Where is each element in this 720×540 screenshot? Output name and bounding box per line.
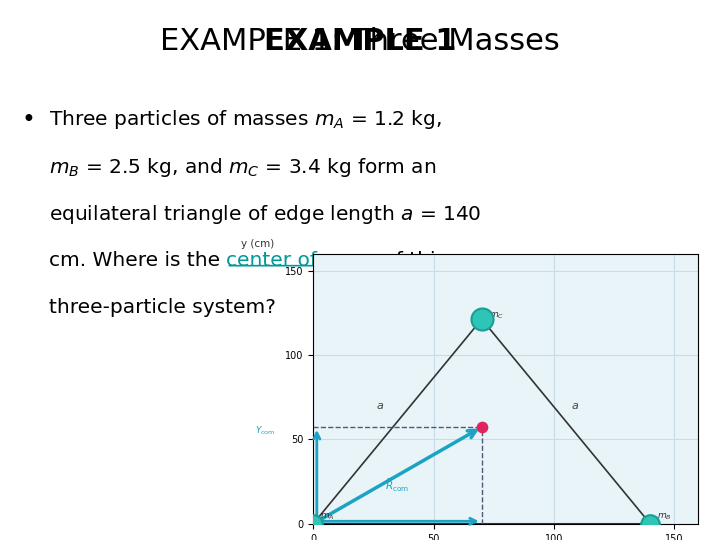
Text: of this: of this	[377, 251, 446, 269]
Text: center of mass: center of mass	[227, 251, 377, 269]
Text: $m_A$: $m_A$	[320, 512, 335, 522]
Text: cm. Where is the: cm. Where is the	[49, 251, 227, 269]
Text: $Y_{\rm com}$: $Y_{\rm com}$	[256, 425, 276, 437]
Text: $\vec{R}_{\rm com}$: $\vec{R}_{\rm com}$	[385, 477, 410, 494]
Text: $m_B$ = 2.5 kg, and $m_C$ = 3.4 kg form an: $m_B$ = 2.5 kg, and $m_C$ = 3.4 kg form …	[49, 156, 436, 179]
Text: Three particles of masses $m_A$ = 1.2 kg,: Three particles of masses $m_A$ = 1.2 kg…	[49, 108, 442, 131]
Point	[644, 519, 656, 528]
Text: $m_C$: $m_C$	[489, 310, 504, 321]
Point	[476, 315, 487, 323]
Text: EXAMPLE 1: Three Masses: EXAMPLE 1: Three Masses	[160, 27, 560, 56]
Text: $a$: $a$	[571, 401, 579, 411]
Text: •: •	[22, 108, 35, 132]
Text: EXAMPLE 1: EXAMPLE 1	[264, 27, 456, 56]
Text: $m_B$: $m_B$	[657, 512, 672, 522]
Point	[307, 519, 319, 528]
Text: $a$: $a$	[376, 401, 384, 411]
Text: equilateral triangle of edge length $a$ = 140: equilateral triangle of edge length $a$ …	[49, 203, 482, 226]
Point	[476, 423, 487, 431]
Text: y (cm): y (cm)	[241, 239, 274, 249]
Text: three-particle system?: three-particle system?	[49, 298, 276, 317]
